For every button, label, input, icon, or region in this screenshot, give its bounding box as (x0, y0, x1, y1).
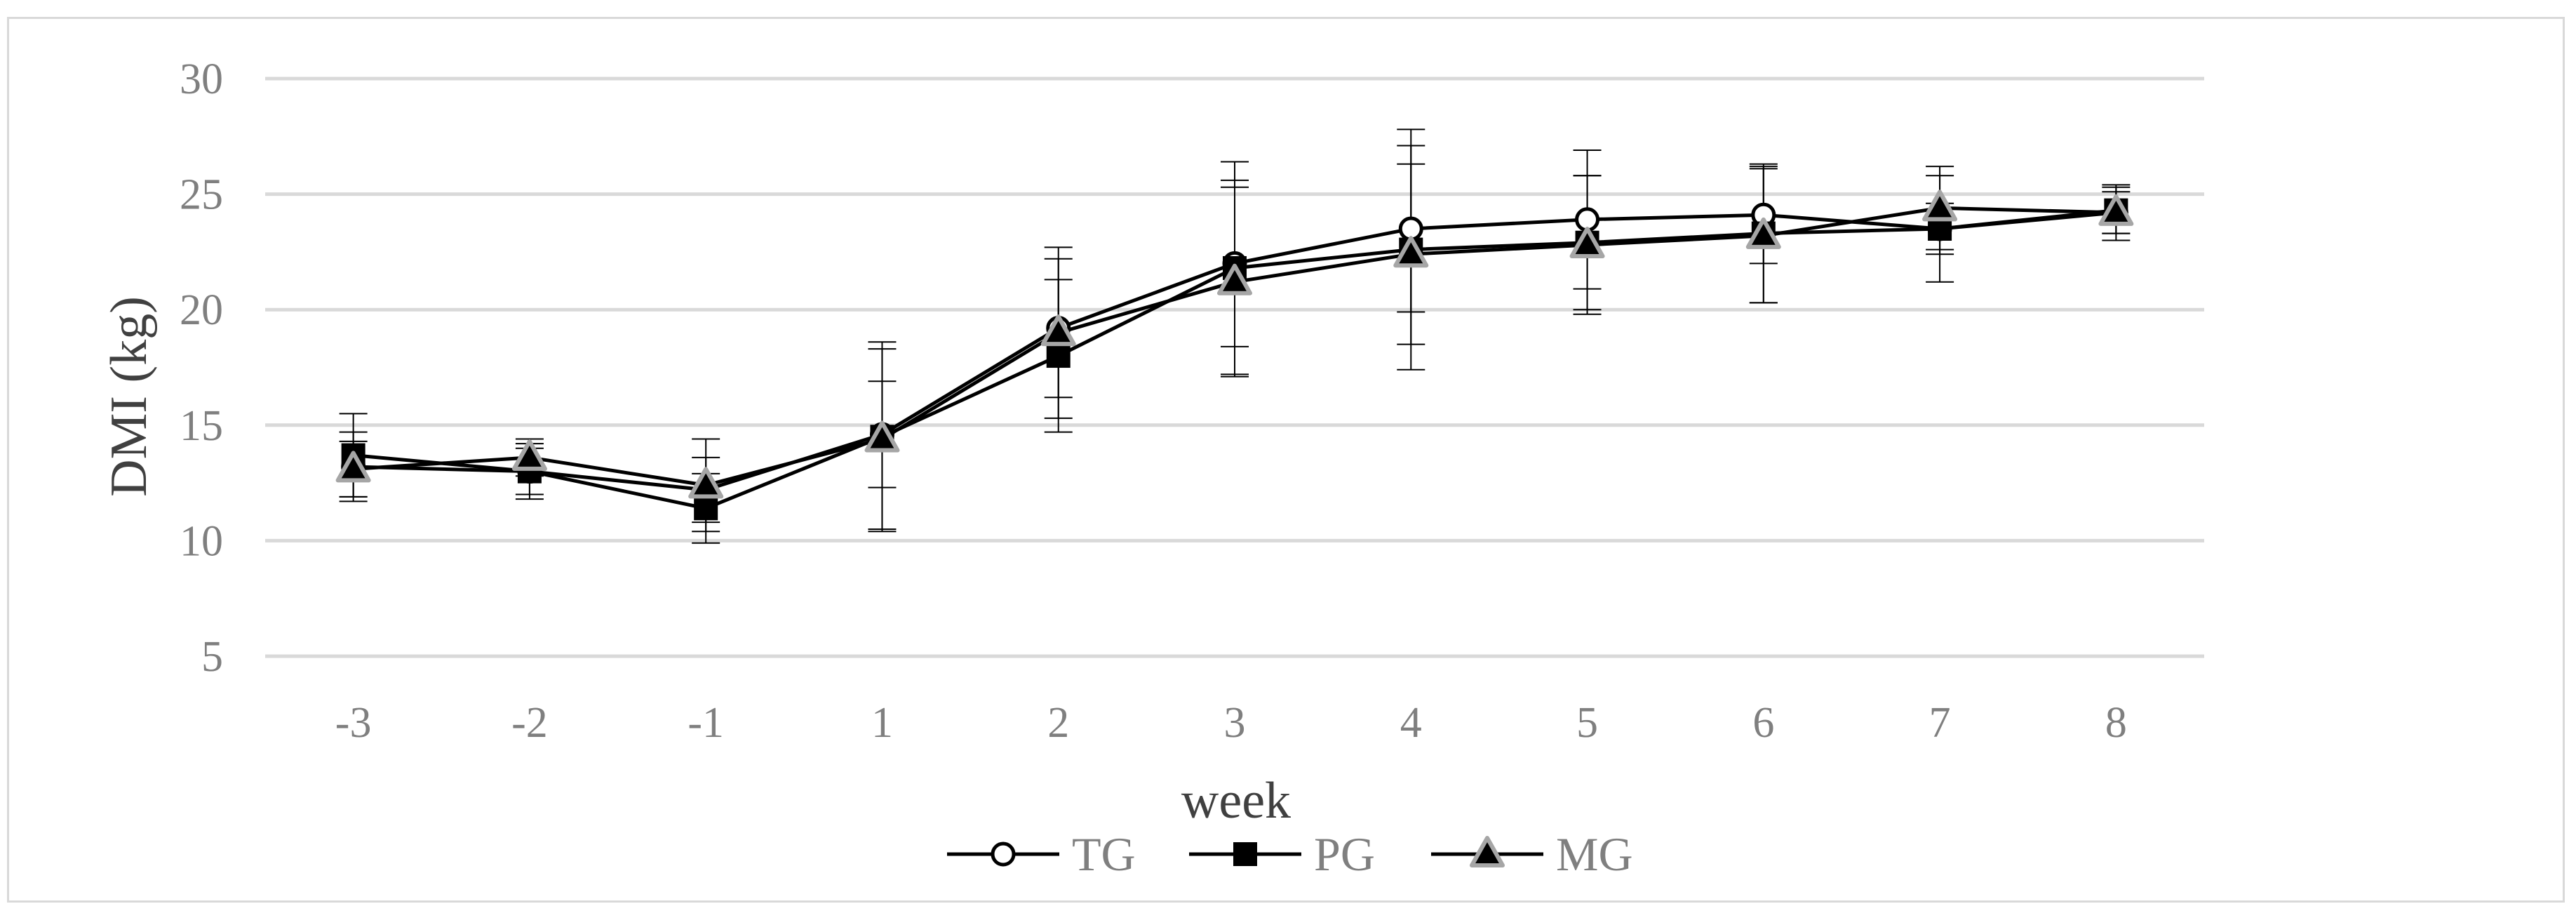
x-axis-title: week (1181, 772, 1291, 830)
y-tick-label: 30 (180, 55, 223, 103)
x-tick-label: 4 (1400, 699, 1422, 747)
point-mg (335, 451, 371, 483)
legend-label: TG (1072, 827, 1136, 881)
x-tick-label: 3 (1224, 699, 1246, 747)
x-tick-label: -2 (511, 699, 548, 747)
point-mg (864, 420, 900, 453)
legend-marker (991, 842, 1016, 867)
point-mg (2098, 194, 2134, 226)
legend-marker (1233, 842, 1257, 866)
x-tick-label: 2 (1047, 699, 1069, 747)
point-mg (1569, 227, 1605, 259)
legend-entry-mg: MG (1431, 827, 1633, 881)
x-tick-label: -3 (335, 699, 372, 747)
point-mg (1040, 314, 1076, 347)
legend: TG PG MG (947, 827, 1633, 881)
y-tick-label: 15 (180, 402, 223, 450)
legend-label: MG (1556, 827, 1633, 881)
point-pg (1046, 344, 1071, 368)
gridlines (265, 76, 2204, 658)
legend-entry-tg: TG (947, 827, 1136, 881)
point-mg (688, 467, 724, 499)
y-tick-label: 5 (201, 633, 223, 681)
point-mg (1745, 217, 1781, 249)
x-tick-label: 6 (1752, 699, 1774, 747)
x-tick-label: 7 (1929, 699, 1951, 747)
legend-marker (1470, 836, 1505, 867)
legend-label: PG (1314, 827, 1375, 881)
series-markers (335, 189, 2134, 521)
point-mg (1217, 263, 1252, 295)
x-tick-label: 1 (871, 699, 893, 747)
chart-frame (7, 17, 2565, 903)
y-tick-label: 10 (180, 517, 223, 565)
x-tick-label: 8 (2105, 699, 2127, 747)
x-tick-label: -1 (687, 699, 724, 747)
x-tick-label: 5 (1576, 699, 1598, 747)
y-axis-ticks: 30 25 20 15 10 5 (180, 55, 223, 681)
y-tick-label: 20 (180, 286, 223, 334)
x-axis-ticks: -3 -2 -1 1 2 3 4 5 6 7 8 (335, 699, 2127, 747)
y-axis-title: DMI (kg) (100, 296, 158, 497)
point-mg (1922, 189, 1958, 222)
point-mg (511, 439, 547, 471)
y-tick-label: 25 (180, 171, 223, 219)
point-mg (1393, 236, 1429, 268)
point-pg (694, 496, 718, 521)
legend-entry-pg: PG (1189, 827, 1375, 881)
